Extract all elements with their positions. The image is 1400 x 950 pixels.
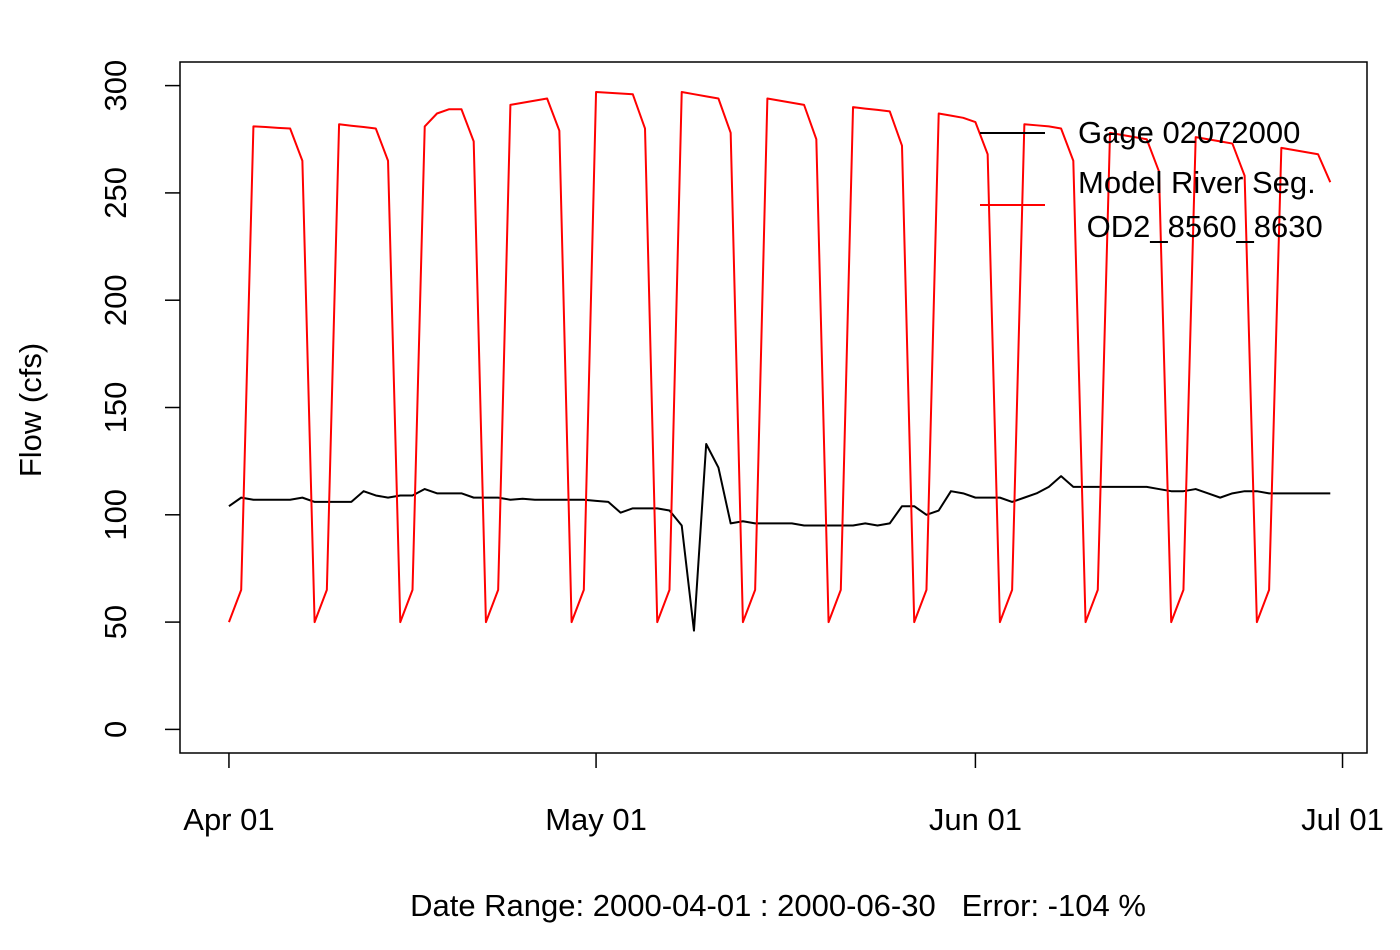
legend-label: Model River Seg. OD2_8560_8630 [1078, 165, 1323, 244]
y-tick-label: 0 [98, 721, 133, 738]
series-line [228, 442, 1331, 632]
y-tick-label: 100 [98, 489, 133, 541]
y-tick-label: 50 [98, 605, 133, 639]
y-tick-label: 300 [98, 60, 133, 112]
y-tick-label: 150 [98, 382, 133, 434]
series-line [228, 91, 1332, 624]
x-tick-label: May 01 [545, 802, 647, 837]
x-tick-label: Jul 01 [1301, 802, 1384, 837]
legend: Gage 02072000 Model River Seg. OD2_8560_8… [980, 115, 1323, 244]
legend-label: Gage 02072000 [1078, 115, 1300, 150]
x-axis-label: Date Range: 2000-04-01 : 2000-06-30 Erro… [410, 888, 1146, 923]
x-tick-label: Jun 01 [929, 802, 1022, 837]
y-axis-label: Flow (cfs) [13, 343, 48, 477]
y-tick-label: 200 [98, 274, 133, 326]
y-tick-label: 250 [98, 167, 133, 219]
x-tick-label: Apr 01 [183, 802, 274, 837]
